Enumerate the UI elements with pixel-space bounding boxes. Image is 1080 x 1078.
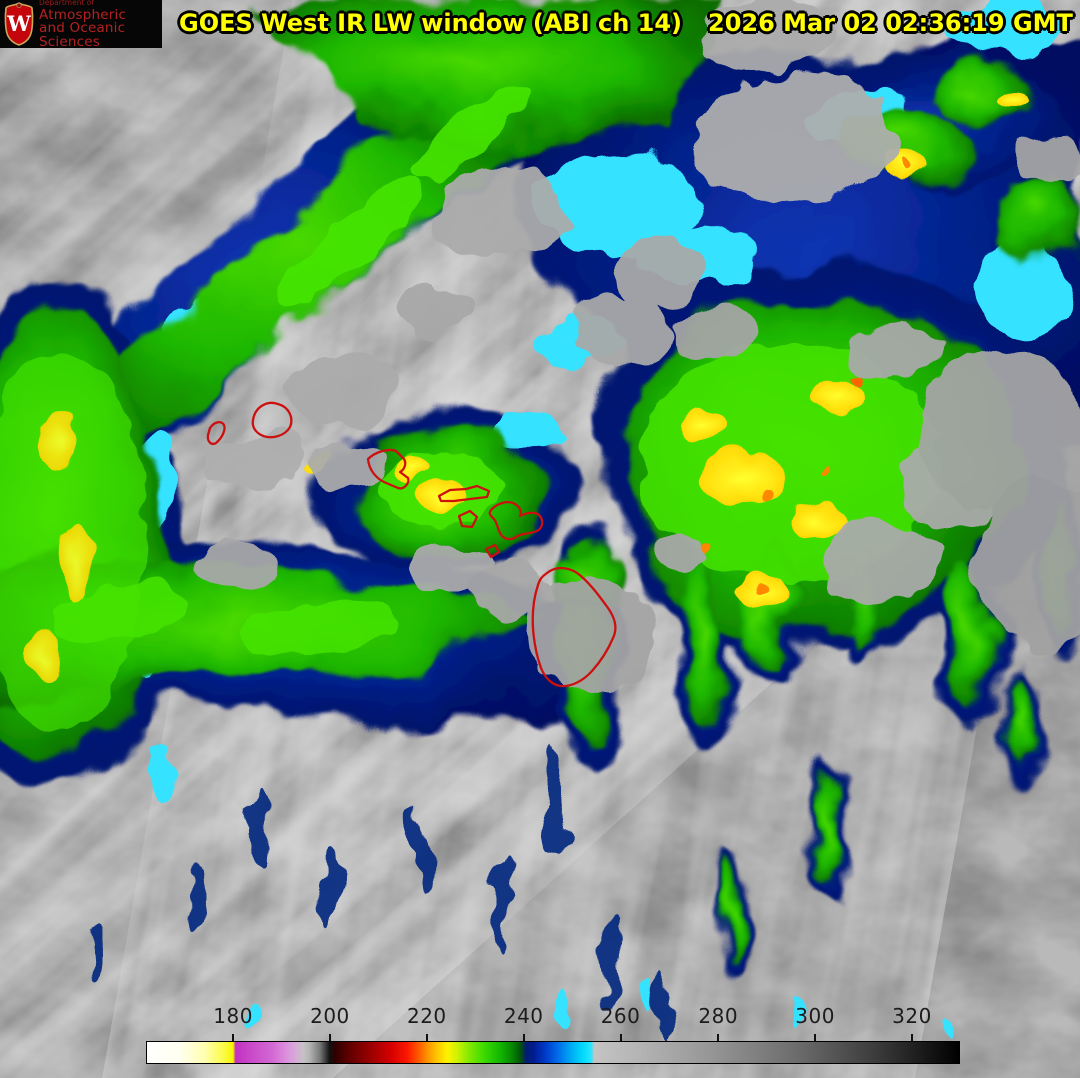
colorbar-tick-label: 220 bbox=[406, 1004, 447, 1028]
island-outline-lanai bbox=[457, 509, 479, 529]
colorbar-tick-label: 200 bbox=[310, 1004, 350, 1028]
colorbar-tick-label: 320 bbox=[892, 1004, 932, 1028]
colorbar-tick-mark bbox=[425, 1034, 428, 1041]
colorbar-tick-mark bbox=[328, 1034, 331, 1041]
colorbar-tick-label: 240 bbox=[503, 1004, 544, 1028]
gray-cloud-layer bbox=[195, 0, 1080, 688]
island-outline-niihau bbox=[206, 421, 226, 446]
logo-name-line1: Atmospheric bbox=[39, 6, 127, 23]
logo-name-line2: and Oceanic Sciences bbox=[39, 20, 126, 50]
page-title: GOES West IR LW window (ABI ch 14) bbox=[179, 9, 683, 37]
island-outline-hawaii-big-island bbox=[531, 566, 617, 688]
convective-core-layer bbox=[0, 83, 1030, 730]
colorbar-tick-label: 180 bbox=[213, 1004, 253, 1028]
island-outline-maui bbox=[488, 501, 544, 541]
uw-crest-icon: W bbox=[4, 2, 34, 46]
colorbar-gradient bbox=[146, 1041, 960, 1064]
colorbar-tick-label: 300 bbox=[795, 1004, 835, 1028]
timestamp: 2026 Mar 02 02:36:19 GMT bbox=[708, 9, 1073, 37]
colorbar-tick-mark bbox=[232, 1034, 235, 1041]
logo-department-label: Department of bbox=[39, 0, 94, 7]
colorbar: 180 200 220 240 260 280 300 320 bbox=[146, 1004, 960, 1064]
colorbar-tick-label: 280 bbox=[698, 1004, 739, 1028]
colorbar-tick-mark bbox=[910, 1034, 913, 1041]
island-outline-kauai bbox=[251, 401, 293, 439]
island-outlines-hawaii bbox=[206, 401, 617, 688]
island-outline-molokai bbox=[437, 484, 491, 503]
colorbar-tick-label: 260 bbox=[600, 1004, 641, 1028]
colorbar-tick-mark bbox=[619, 1034, 622, 1041]
colorbar-tick-mark bbox=[522, 1034, 525, 1041]
colorbar-ticks: 180 200 220 240 260 280 300 320 bbox=[146, 1004, 960, 1041]
colorbar-tick-mark bbox=[814, 1034, 817, 1041]
uw-aos-logo: W Department of Atmospheric and Oceanic … bbox=[0, 0, 162, 48]
island-outline-oahu bbox=[366, 448, 410, 490]
titlebar: GOES West IR LW window (ABI ch 14) 2026 … bbox=[179, 9, 1073, 37]
island-outline-kahoolawe bbox=[484, 543, 501, 559]
svg-text:W: W bbox=[6, 11, 31, 36]
colorbar-tick-mark bbox=[717, 1034, 720, 1041]
